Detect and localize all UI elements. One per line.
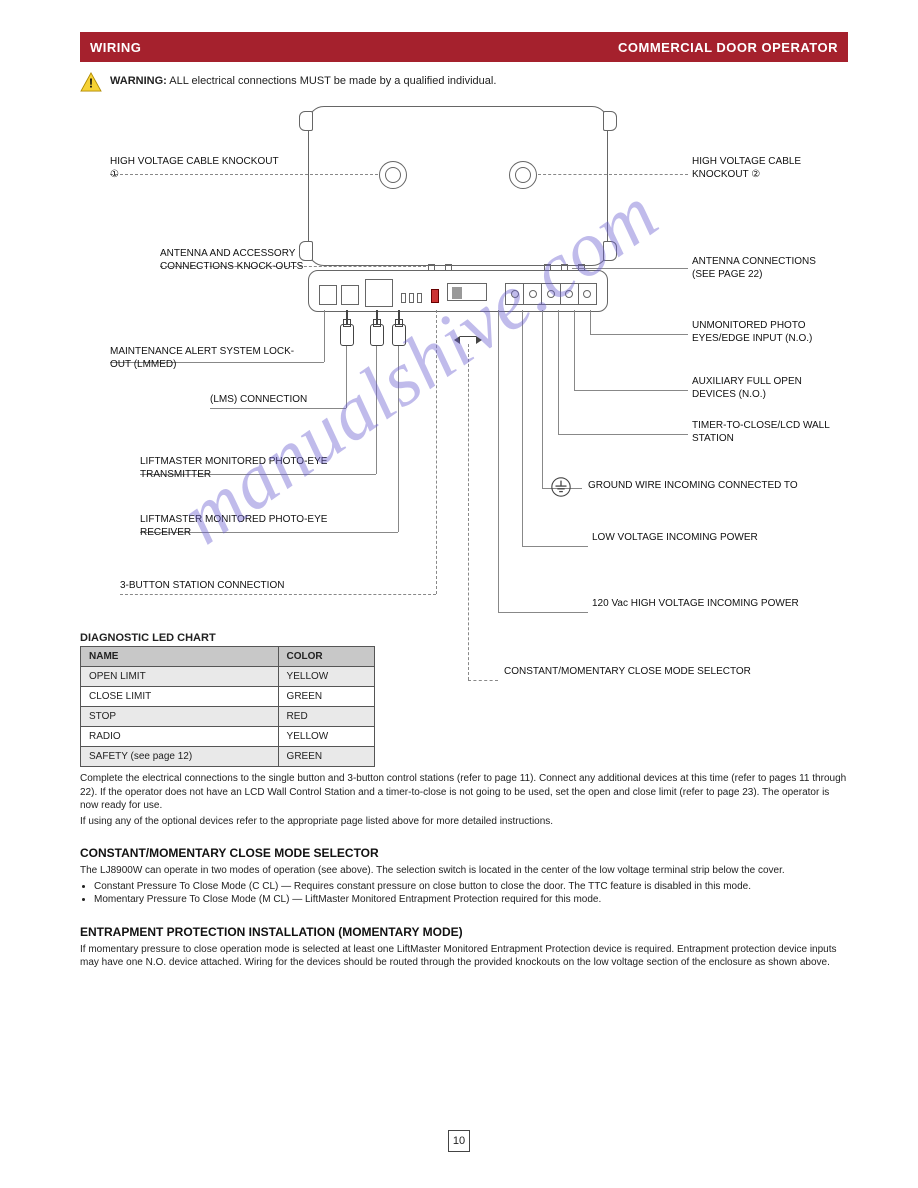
warning-body: ALL electrical connections MUST be made … [169, 75, 496, 87]
body-paragraph: If momentary pressure to close operation… [80, 943, 848, 970]
led-table-wrap: DIAGNOSTIC LED CHART NAME COLOR OPEN LIM… [80, 626, 375, 767]
label-3btn: 3-BUTTON STATION CONNECTION [120, 580, 340, 593]
header-left: WIRING [90, 40, 141, 55]
body-paragraph: The LJ8900W can operate in two modes of … [80, 864, 848, 878]
section-heading: CONSTANT/MOMENTARY CLOSE MODE SELECTOR [80, 846, 848, 860]
diagnostic-led-table: NAME COLOR OPEN LIMITYELLOW CLOSE LIMITG… [80, 646, 375, 767]
port-rj1 [319, 285, 337, 305]
leader-line [574, 390, 688, 391]
ground-symbol-icon [550, 476, 572, 498]
table-header: COLOR [278, 647, 374, 667]
leader-line [210, 408, 346, 409]
mount-tab [299, 111, 313, 131]
body-paragraph: If using any of the optional devices ref… [80, 815, 848, 829]
label-hv2: HIGH VOLTAGE CABLE KNOCKOUT ② [692, 156, 842, 181]
wire [346, 310, 348, 324]
header-right: COMMERCIAL DOOR OPERATOR [618, 40, 838, 55]
mode-selector [447, 283, 487, 301]
red-button [431, 289, 439, 303]
leader-line [346, 346, 347, 408]
leader-line [498, 612, 588, 613]
leader-line [558, 310, 559, 434]
warning-text: WARNING: ALL electrical connections MUST… [110, 74, 496, 89]
body-list: Constant Pressure To Close Mode (C CL) —… [94, 880, 848, 907]
list-item: Constant Pressure To Close Mode (C CL) —… [94, 880, 848, 894]
leader-line [498, 310, 499, 612]
table-row: OPEN LIMITYELLOW [81, 667, 375, 687]
label-lms: (LMS) CONNECTION [210, 394, 340, 407]
table-header: NAME [81, 647, 279, 667]
label-low-v: LOW VOLTAGE INCOMING POWER [592, 532, 782, 545]
label-lockout: MAINTENANCE ALERT SYSTEM LOCK-OUT (LMMED… [110, 346, 310, 371]
leader-line [590, 310, 591, 334]
table-row: RADIOYELLOW [81, 727, 375, 747]
leader-line [468, 680, 498, 681]
wire [376, 310, 378, 324]
leader-line [590, 334, 688, 335]
table-row: SAFETY (see page 12)GREEN [81, 747, 375, 767]
plug-jack [370, 324, 384, 346]
leader-line [398, 346, 399, 532]
table-row: CLOSE LIMITGREEN [81, 687, 375, 707]
label-ground: GROUND WIRE INCOMING CONNECTED TO [588, 480, 798, 493]
label-selector: CONSTANT/MOMENTARY CLOSE MODE SELECTOR [504, 666, 764, 679]
leader-line [522, 546, 588, 547]
label-unmon: UNMONITORED PHOTO EYES/EDGE INPUT (N.O.) [692, 320, 842, 345]
leader-line [120, 594, 436, 595]
label-eye-rx: LIFTMASTER MONITORED PHOTO-EYE RECEIVER [140, 514, 340, 539]
plug-rj [340, 324, 354, 346]
cable-knockout-left [379, 161, 407, 189]
list-item: Momentary Pressure To Close Mode (M CL) … [94, 893, 848, 907]
leader-line [324, 310, 325, 362]
leader-line [376, 346, 377, 474]
leader-line [572, 268, 688, 269]
device-enclosure-group [308, 106, 608, 312]
svg-text:!: ! [89, 75, 93, 90]
table-row: STOPRED [81, 707, 375, 727]
small-port [409, 293, 414, 303]
body-paragraph: Complete the electrical connections to t… [80, 772, 848, 813]
antenna-knockouts-left [428, 264, 452, 271]
port-square [365, 279, 393, 307]
mount-tab [603, 111, 617, 131]
warning-icon: ! [80, 72, 102, 92]
label-antenna-conn: ANTENNA CONNECTIONS (SEE PAGE 22) [692, 256, 842, 281]
label-hv1: HIGH VOLTAGE CABLE KNOCKOUT ① [110, 156, 280, 181]
leader-line [468, 344, 469, 680]
small-port [401, 293, 406, 303]
warning-label: WARNING: [110, 75, 167, 87]
page-number: 10 [448, 1130, 470, 1152]
header-bar: WIRING COMMERCIAL DOOR OPERATOR [80, 32, 848, 62]
plug-jack [392, 324, 406, 346]
terminal-block [505, 283, 597, 305]
leader-line [574, 310, 575, 390]
label-eye-tx: LIFTMASTER MONITORED PHOTO-EYE TRANSMITT… [140, 456, 340, 481]
section-heading: ENTRAPMENT PROTECTION INSTALLATION (MOME… [80, 925, 848, 939]
small-port [417, 293, 422, 303]
label-antenna-ko: ANTENNA AND ACCESSORY CONNECTIONS KNOCK-… [160, 248, 325, 273]
mount-tab [603, 241, 617, 261]
selector-arrow-icon [454, 332, 482, 342]
wiring-diagram: HIGH VOLTAGE CABLE KNOCKOUT ① HIGH VOLTA… [80, 96, 840, 736]
wire [398, 310, 400, 324]
leader-line [558, 434, 688, 435]
leader-line [538, 174, 688, 175]
enclosure-body [308, 106, 608, 266]
leader-line [522, 310, 523, 546]
warning-row: ! WARNING: ALL electrical connections MU… [80, 72, 848, 92]
label-high-v-in: 120 Vac HIGH VOLTAGE INCOMING POWER [592, 598, 802, 611]
label-aux: AUXILIARY FULL OPEN DEVICES (N.O.) [692, 376, 842, 401]
cable-knockout-right [509, 161, 537, 189]
table-title: DIAGNOSTIC LED CHART [80, 632, 375, 644]
low-voltage-board [308, 270, 608, 312]
port-rj2 [341, 285, 359, 305]
leader-line [542, 310, 543, 488]
leader-line [436, 310, 437, 594]
label-t2t: TIMER-TO-CLOSE/LCD WALL STATION [692, 420, 842, 445]
